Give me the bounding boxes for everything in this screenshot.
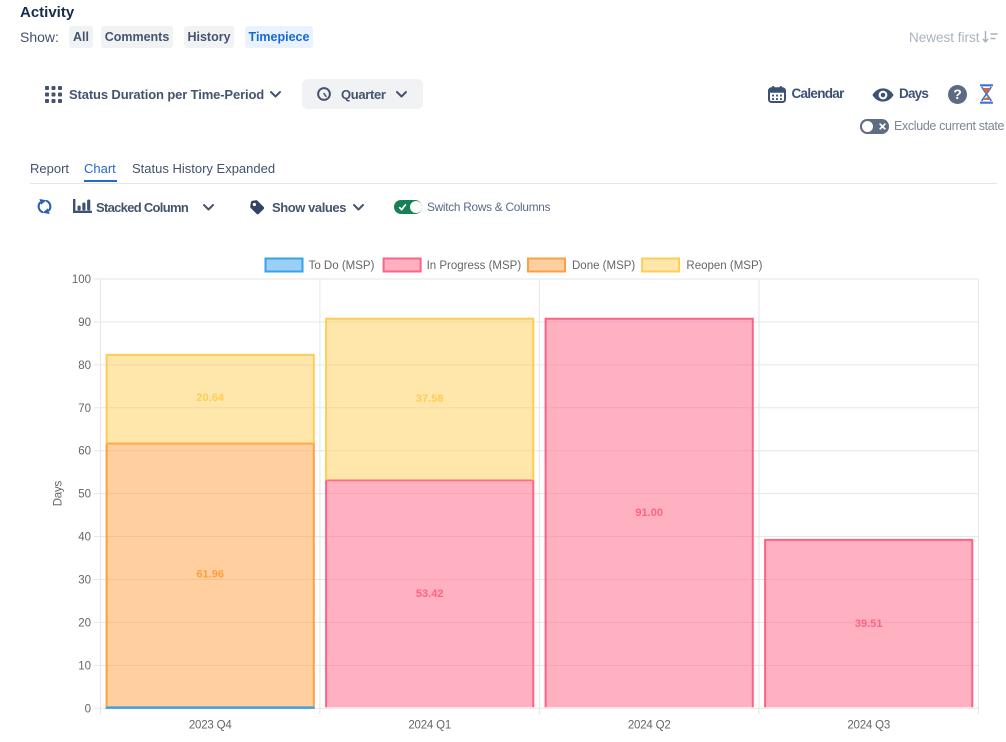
svg-text:37.58: 37.58 [416, 393, 444, 405]
svg-text:In Progress (MSP): In Progress (MSP) [427, 260, 522, 272]
svg-text:To Do (MSP): To Do (MSP) [309, 260, 375, 272]
svg-text:90: 90 [78, 317, 91, 329]
svg-text:Days: Days [53, 480, 65, 506]
svg-text:2023 Q4: 2023 Q4 [189, 720, 233, 732]
svg-text:61.96: 61.96 [196, 569, 224, 581]
svg-text:39.51: 39.51 [855, 618, 883, 630]
svg-text:Reopen (MSP): Reopen (MSP) [686, 260, 762, 272]
svg-text:2024 Q2: 2024 Q2 [628, 720, 671, 732]
svg-text:Done (MSP): Done (MSP) [572, 260, 635, 272]
svg-text:60: 60 [78, 446, 91, 458]
svg-text:40: 40 [78, 532, 91, 544]
svg-text:100: 100 [72, 274, 91, 286]
svg-text:53.42: 53.42 [416, 588, 444, 600]
svg-text:30: 30 [78, 575, 91, 587]
svg-text:20.64: 20.64 [196, 392, 224, 404]
svg-text:2024 Q1: 2024 Q1 [408, 720, 451, 732]
svg-text:20: 20 [78, 617, 91, 629]
svg-text:0: 0 [85, 703, 91, 715]
svg-text:10: 10 [78, 660, 91, 672]
svg-text:80: 80 [78, 360, 91, 372]
svg-text:70: 70 [78, 403, 91, 415]
svg-text:2024 Q3: 2024 Q3 [847, 720, 890, 732]
svg-text:91.00: 91.00 [635, 507, 663, 519]
svg-text:?: ? [953, 86, 962, 102]
svg-text:50: 50 [78, 489, 91, 501]
